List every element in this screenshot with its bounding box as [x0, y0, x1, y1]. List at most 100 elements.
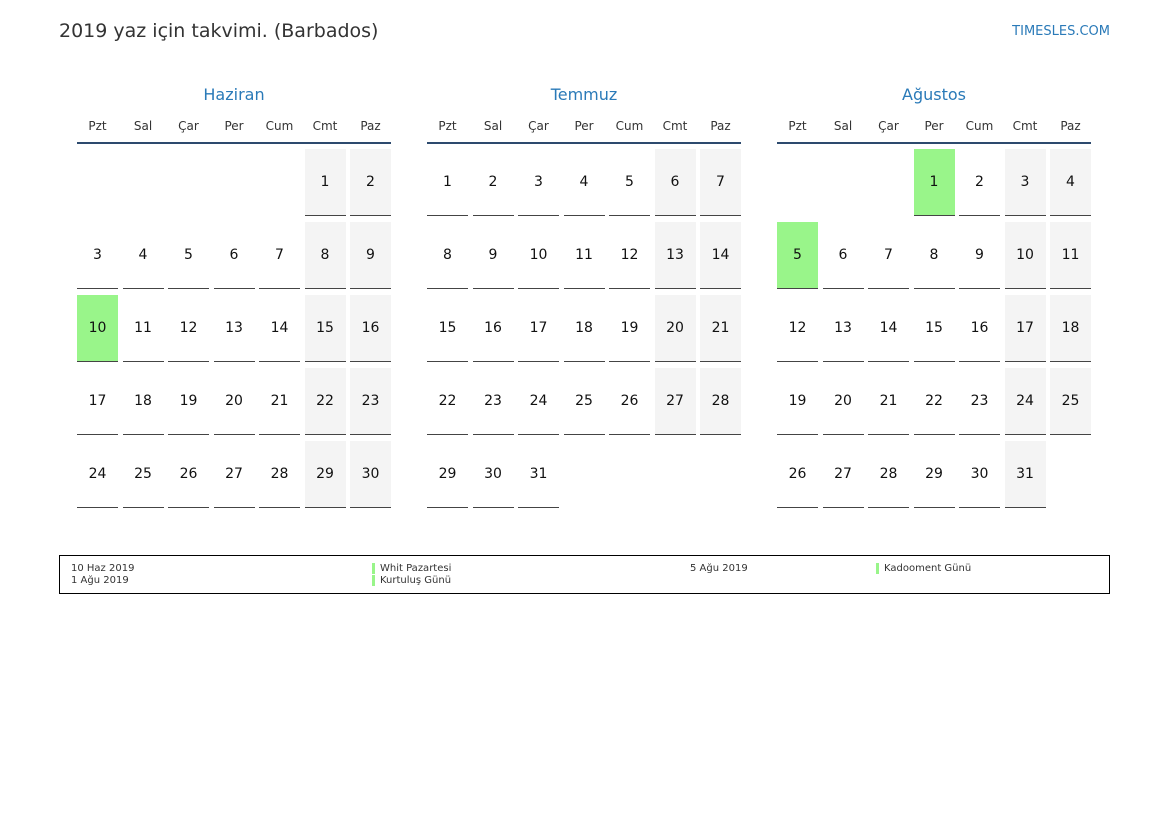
weekday: Sal: [483, 119, 503, 133]
day-cell: 24: [1004, 368, 1046, 435]
day-cell: 16: [472, 295, 514, 362]
day-cell: 2: [959, 149, 1000, 216]
day-cell: 25: [563, 368, 605, 435]
day-cell: 23: [472, 368, 514, 435]
day-cell: 24: [77, 441, 118, 508]
day-cell: 1: [913, 149, 955, 216]
legend-date: 1 Ağu 2019: [71, 575, 129, 586]
day-cell: 31: [518, 441, 559, 508]
month-name: Ağustos: [902, 85, 966, 104]
day-cell: 28: [259, 441, 300, 508]
legend-name: Kadooment Günü: [884, 563, 972, 574]
day-cell: 9: [959, 222, 1000, 289]
day-cell: 17: [1004, 295, 1046, 362]
weekday: Çar: [528, 119, 549, 133]
day-cell: 10: [1004, 222, 1046, 289]
day-cell: 11: [563, 222, 605, 289]
day-cell: 3: [77, 222, 118, 289]
weekday: Pzt: [788, 119, 807, 133]
day-cell: 23: [959, 368, 1000, 435]
weekday: Pzt: [88, 119, 107, 133]
weekday: Cmt: [312, 119, 338, 133]
weekday: Cum: [265, 119, 294, 133]
day-cell: 22: [304, 368, 346, 435]
weekday: Paz: [360, 119, 381, 133]
month-name: Temmuz: [550, 85, 618, 104]
day-cell: 18: [122, 368, 164, 435]
day-cell: 30: [959, 441, 1000, 508]
day-cell: 13: [654, 222, 696, 289]
weekday: Cum: [965, 119, 994, 133]
day-cell: 3: [1004, 149, 1046, 216]
header-line: [427, 142, 741, 144]
day-cell: 8: [304, 222, 346, 289]
site-link[interactable]: TIMESLES.COM: [1012, 24, 1110, 39]
day-cell: 26: [609, 368, 650, 435]
day-cell: 28: [868, 441, 909, 508]
day-cell: 27: [654, 368, 696, 435]
day-cell: 14: [700, 222, 741, 289]
day-cell: 18: [1050, 295, 1091, 362]
day-cell: 4: [563, 149, 605, 216]
day-cell: 24: [518, 368, 559, 435]
day-cell: 15: [913, 295, 955, 362]
day-cell: 21: [259, 368, 300, 435]
legend-swatch: [876, 563, 879, 574]
weekday: Cmt: [1012, 119, 1038, 133]
day-cell: 12: [609, 222, 650, 289]
day-cell: 10: [77, 295, 118, 362]
day-cell: 4: [122, 222, 164, 289]
day-cell: 5: [777, 222, 818, 289]
day-cell: 25: [1050, 368, 1091, 435]
day-cell: 14: [259, 295, 300, 362]
day-cell: 9: [350, 222, 391, 289]
title: 2019 yaz için takvimi. (Barbados): [59, 20, 379, 42]
day-cell: 16: [350, 295, 391, 362]
weekday: Cum: [615, 119, 644, 133]
day-cell: 17: [518, 295, 559, 362]
header-line: [77, 142, 391, 144]
day-cell: 1: [427, 149, 468, 216]
day-cell: 28: [700, 368, 741, 435]
day-cell: 8: [913, 222, 955, 289]
day-cell: 7: [700, 149, 741, 216]
day-cell: 6: [213, 222, 255, 289]
day-cell: 1: [304, 149, 346, 216]
month-name: Haziran: [203, 85, 265, 104]
day-cell: 13: [213, 295, 255, 362]
day-cell: 14: [868, 295, 909, 362]
day-cell: 7: [259, 222, 300, 289]
day-cell: 15: [304, 295, 346, 362]
day-cell: 15: [427, 295, 468, 362]
day-cell: 3: [518, 149, 559, 216]
day-cell: 2: [350, 149, 391, 216]
weekday: Per: [224, 119, 244, 133]
day-cell: 26: [168, 441, 209, 508]
day-cell: 30: [472, 441, 514, 508]
weekday: Per: [574, 119, 594, 133]
weekday: Cmt: [662, 119, 688, 133]
day-cell: 11: [1050, 222, 1091, 289]
day-cell: 12: [777, 295, 818, 362]
day-cell: 30: [350, 441, 391, 508]
day-cell: 11: [122, 295, 164, 362]
day-cell: 8: [427, 222, 468, 289]
weekday: Sal: [833, 119, 853, 133]
weekday: Paz: [1060, 119, 1081, 133]
legend-name: Whit Pazartesi: [380, 563, 452, 574]
day-cell: 19: [777, 368, 818, 435]
day-cell: 27: [213, 441, 255, 508]
day-cell: 6: [822, 222, 864, 289]
day-cell: 21: [868, 368, 909, 435]
legend-box: [59, 555, 1110, 594]
weekday: Per: [924, 119, 944, 133]
weekday: Çar: [178, 119, 199, 133]
day-cell: 16: [959, 295, 1000, 362]
day-cell: 20: [654, 295, 696, 362]
day-cell: 29: [913, 441, 955, 508]
legend-name: Kurtuluş Günü: [380, 575, 452, 586]
day-cell: 21: [700, 295, 741, 362]
day-cell: 22: [913, 368, 955, 435]
day-cell: 29: [427, 441, 468, 508]
